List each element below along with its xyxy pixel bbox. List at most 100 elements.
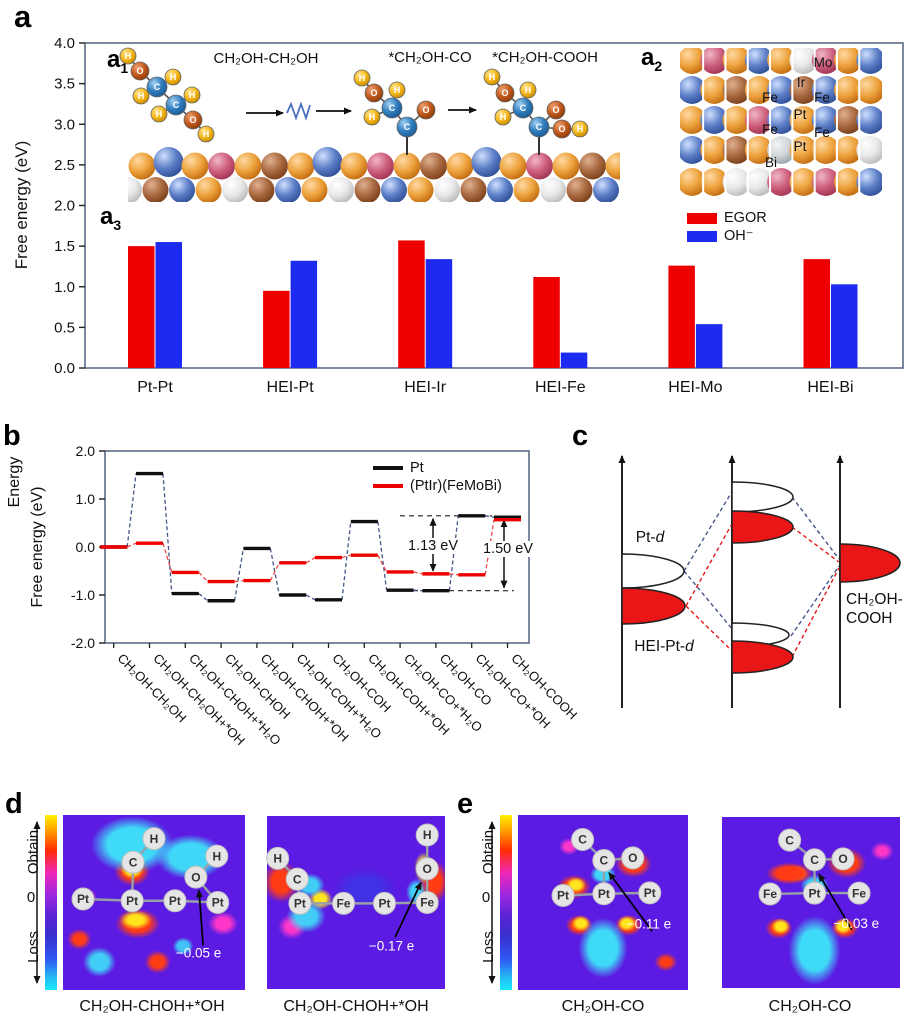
svg-text:H: H bbox=[423, 828, 432, 842]
panel-b-label: b bbox=[3, 420, 21, 452]
svg-text:H: H bbox=[359, 73, 366, 83]
map-atom-Pt bbox=[120, 889, 144, 913]
svg-text:C: C bbox=[578, 833, 587, 847]
svg-text:C: C bbox=[129, 855, 138, 869]
legend-item-pt: Pt bbox=[373, 459, 502, 477]
site-label-Fe: Fe bbox=[762, 122, 778, 137]
atom-O bbox=[416, 100, 436, 120]
panel-b-chart: 2.01.00.0-1.0-2.0CH₂OH-CH₂OHCH₂OH-CH₂OH+… bbox=[71, 443, 580, 748]
svg-text:O: O bbox=[838, 852, 847, 866]
svg-text:H: H bbox=[273, 852, 282, 866]
svg-text:Pt: Pt bbox=[212, 896, 224, 910]
map-atom-Pt bbox=[372, 891, 396, 915]
panel-a-label: a bbox=[14, 0, 32, 34]
charge-label-e1: −0.11 e bbox=[627, 916, 671, 931]
svg-text:-1.0: -1.0 bbox=[71, 587, 95, 603]
site-label-Mo: Mo bbox=[814, 55, 833, 70]
panel-a-legend: EGOR OH⁻ bbox=[687, 209, 767, 245]
bar-EGOR-HEI-Pt bbox=[263, 290, 290, 368]
map-atom-Pt bbox=[71, 887, 95, 911]
map-atom-Pt bbox=[803, 881, 827, 905]
map-atom-H bbox=[142, 827, 166, 851]
svg-text:O: O bbox=[136, 66, 143, 76]
bar-EGOR-Pt-Pt bbox=[128, 246, 155, 368]
antibonding-band-hei bbox=[731, 510, 794, 544]
adsorbate-band bbox=[839, 543, 901, 583]
molecule-label-1: CH₂OH-CH₂OH bbox=[213, 50, 319, 67]
bar-EGOR-HEI-Bi bbox=[803, 259, 830, 368]
hei-pt-d-pre: HEI-Pt- bbox=[634, 638, 686, 655]
map-atom-O bbox=[415, 857, 439, 881]
legend-label-ptir: (PtIr)(FeMoBi) bbox=[410, 478, 502, 494]
atom-O bbox=[495, 83, 515, 103]
bar-OH⁻-HEI-Fe bbox=[560, 352, 588, 368]
charge-label-d1: −0.05 e bbox=[176, 945, 221, 960]
map-atom-H bbox=[415, 823, 439, 847]
map-atom-C bbox=[778, 828, 802, 852]
map-atom-Fe bbox=[758, 882, 782, 906]
svg-text:C: C bbox=[154, 82, 161, 92]
svg-text:2.0: 2.0 bbox=[76, 443, 96, 459]
svg-text:2.5: 2.5 bbox=[54, 157, 75, 174]
panel-a1-base: a bbox=[107, 46, 121, 73]
map-atom-C bbox=[571, 828, 595, 851]
map-atom-O bbox=[831, 847, 855, 871]
svg-text:C: C bbox=[520, 103, 527, 113]
svg-text:Fe: Fe bbox=[763, 887, 777, 901]
panel-c-diagram bbox=[618, 455, 901, 708]
panel-a3-base: a bbox=[100, 203, 114, 230]
svg-text:C: C bbox=[173, 100, 180, 110]
atom-H bbox=[183, 86, 201, 104]
legend-swatch-oh bbox=[687, 230, 717, 242]
site-label-Ir: Ir bbox=[797, 75, 806, 90]
svg-text:H: H bbox=[577, 124, 584, 134]
panel-c-energy-label: Energy bbox=[6, 456, 23, 508]
atom-C bbox=[165, 94, 187, 116]
svg-text:C: C bbox=[293, 872, 302, 886]
molecule-label-2: *CH₂OH-CO bbox=[388, 49, 472, 66]
colorbar-e-zero-label: 0 bbox=[481, 889, 491, 906]
map-atom-Fe bbox=[415, 891, 439, 914]
catalyst-slab bbox=[128, 147, 620, 202]
atom-H bbox=[164, 68, 182, 86]
atom-C bbox=[146, 76, 168, 98]
xlabel-HEI-Bi: HEI-Bi bbox=[807, 379, 853, 396]
bar-EGOR-HEI-Mo bbox=[668, 265, 695, 368]
svg-text:Fe: Fe bbox=[420, 896, 434, 910]
atom-H bbox=[363, 108, 381, 126]
map-atom-C bbox=[592, 849, 616, 872]
pt-d-label: Pt-d bbox=[636, 529, 664, 547]
svg-text:O: O bbox=[628, 851, 637, 865]
panel-a1-label: a1 bbox=[107, 48, 128, 80]
atom-H bbox=[388, 81, 406, 99]
legend-line-ptir bbox=[373, 484, 403, 488]
atom-H bbox=[197, 125, 215, 143]
svg-text:H: H bbox=[156, 109, 163, 119]
map-atom-C bbox=[121, 850, 145, 874]
legend-swatch-egor bbox=[687, 212, 717, 224]
svg-text:O: O bbox=[189, 115, 196, 125]
colorbar-d-zero-label: 0 bbox=[26, 889, 36, 906]
map-atom-H bbox=[266, 846, 290, 870]
map-atom-Fe bbox=[847, 881, 871, 905]
bar-EGOR-HEI-Fe bbox=[533, 277, 560, 368]
ch2oh-cooh-label: CH₂OH- COOH bbox=[846, 590, 903, 628]
atom-C bbox=[512, 97, 534, 119]
bonding-band-hei bbox=[731, 640, 794, 674]
svg-text:1.5: 1.5 bbox=[54, 238, 75, 255]
bar-OH⁻-HEI-Mo bbox=[695, 324, 723, 368]
bar-OH⁻-HEI-Bi bbox=[831, 284, 858, 368]
svg-text:2.0: 2.0 bbox=[54, 198, 75, 215]
panel-b-legend: Pt (PtIr)(FeMoBi) bbox=[373, 459, 502, 495]
svg-text:H: H bbox=[369, 112, 376, 122]
legend-label-oh: OH⁻ bbox=[724, 228, 754, 244]
atom-C bbox=[396, 116, 418, 138]
antibonding-band-pt bbox=[731, 481, 794, 513]
map-atom-C bbox=[803, 848, 827, 872]
atom-O bbox=[546, 100, 566, 120]
atom-O bbox=[183, 110, 203, 130]
